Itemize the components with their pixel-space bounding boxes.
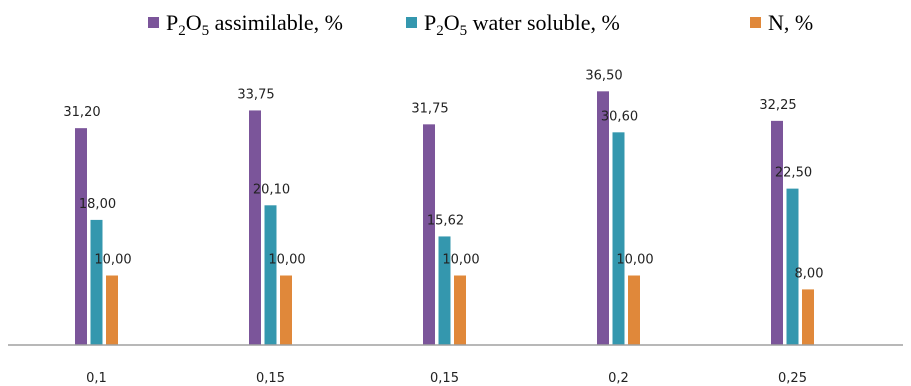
bar-series1-cat3 bbox=[423, 124, 435, 346]
data-label-series3-cat2: 10,00 bbox=[268, 253, 305, 268]
x-tick-label: 0,2 bbox=[608, 371, 629, 386]
data-label-series3-cat3: 10,00 bbox=[442, 253, 479, 268]
bar-series1-cat2 bbox=[249, 110, 261, 345]
x-tick-label: 0,15 bbox=[430, 371, 459, 386]
bar-series3-cat1 bbox=[106, 275, 118, 345]
data-label-series1-cat2: 33,75 bbox=[237, 87, 274, 102]
x-tick-label: 0,25 bbox=[778, 371, 807, 386]
data-label-series2-cat4: 30,60 bbox=[601, 109, 638, 124]
bar-group bbox=[75, 91, 814, 346]
bar-series2-cat4 bbox=[612, 132, 625, 345]
legend-swatch-series3 bbox=[750, 17, 761, 28]
bar-series2-cat2 bbox=[264, 205, 277, 345]
chart-legend: P2O5 assimilable, % P2O5 water soluble, %… bbox=[148, 10, 813, 39]
bar-series1-cat4 bbox=[597, 91, 609, 345]
legend-swatch-series1 bbox=[148, 17, 159, 28]
legend-label-series2: P2O5 water soluble, % bbox=[424, 10, 620, 39]
x-tick-label: 0,1 bbox=[86, 371, 107, 386]
x-tick-label: 0,15 bbox=[256, 371, 285, 386]
bar-series2-cat3 bbox=[438, 236, 451, 345]
legend-label-series3: N, % bbox=[768, 10, 813, 35]
bar-series2-cat1 bbox=[90, 219, 103, 345]
bar-series3-cat3 bbox=[454, 275, 466, 345]
x-axis-ticks: 0,1 0,15 0,15 0,2 0,25 bbox=[86, 371, 807, 386]
legend-swatch-series2 bbox=[406, 17, 417, 28]
bar-series1-cat5 bbox=[771, 120, 783, 345]
data-labels: 31,20 18,00 10,00 33,75 20,10 10,00 31,75 15,62… bbox=[63, 68, 823, 281]
data-label-series3-cat5: 8,00 bbox=[795, 266, 824, 281]
bar-series2-cat5 bbox=[786, 188, 799, 345]
legend-label-series1: P2O5 assimilable, % bbox=[166, 10, 343, 39]
data-label-series1-cat5: 32,25 bbox=[759, 98, 796, 113]
data-label-series1-cat4: 36,50 bbox=[585, 68, 622, 83]
bar-series3-cat4 bbox=[628, 275, 640, 345]
bar-series3-cat5 bbox=[802, 289, 814, 345]
bar-series3-cat2 bbox=[280, 275, 292, 345]
data-label-series2-cat2: 20,10 bbox=[253, 182, 290, 197]
data-label-series2-cat3: 15,62 bbox=[427, 213, 464, 228]
bar-series1-cat1 bbox=[75, 128, 87, 345]
data-label-series3-cat1: 10,00 bbox=[94, 253, 131, 268]
data-label-series2-cat1: 18,00 bbox=[79, 197, 116, 212]
data-label-series1-cat3: 31,75 bbox=[411, 101, 448, 116]
data-label-series1-cat1: 31,20 bbox=[63, 105, 100, 120]
data-label-series3-cat4: 10,00 bbox=[616, 253, 653, 268]
data-label-series2-cat5: 22,50 bbox=[775, 166, 812, 181]
